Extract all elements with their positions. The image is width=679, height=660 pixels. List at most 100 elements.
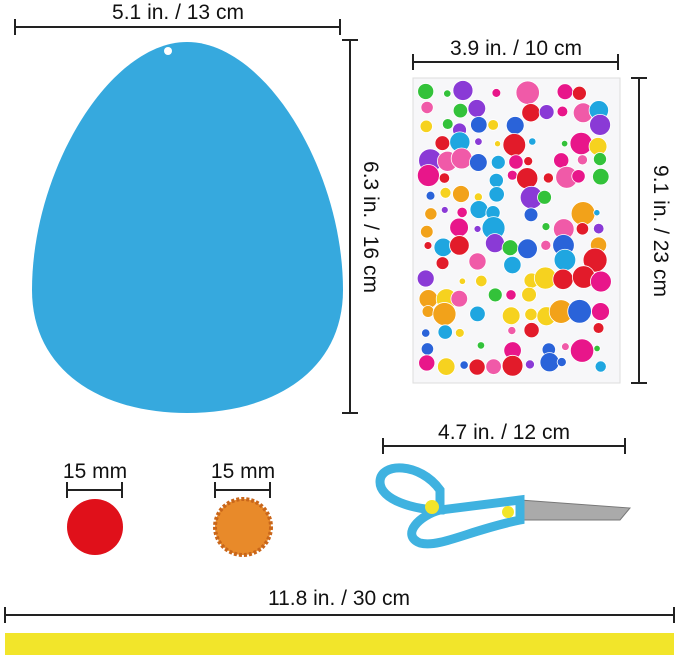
egg-hole bbox=[164, 47, 172, 55]
gem-sticker bbox=[473, 225, 482, 233]
scissors-length-label: 4.7 in. / 12 cm bbox=[438, 421, 570, 444]
scissors bbox=[375, 463, 632, 549]
gem-sticker bbox=[556, 105, 569, 118]
sticker-width-line bbox=[412, 54, 619, 70]
scissors-blade bbox=[519, 499, 632, 521]
gem-sticker bbox=[434, 135, 451, 151]
gem-sticker bbox=[561, 342, 570, 351]
gem-sticker bbox=[441, 118, 454, 130]
gem-sticker bbox=[418, 354, 436, 372]
gem-sticker bbox=[443, 89, 452, 98]
scissors-handle-top bbox=[375, 463, 445, 515]
gem-sticker bbox=[437, 324, 453, 340]
gem-sticker bbox=[423, 241, 433, 250]
scissors-line bbox=[382, 438, 626, 454]
gem-sticker bbox=[521, 286, 537, 303]
gem-sticker bbox=[458, 277, 467, 285]
gem-sticker bbox=[537, 189, 552, 205]
gem-sticker bbox=[437, 357, 456, 376]
strip-length-label: 11.8 in. / 30 cm bbox=[267, 587, 411, 610]
gem-sticker bbox=[432, 302, 457, 326]
gem-sticker bbox=[524, 359, 535, 370]
gem-sticker bbox=[524, 307, 538, 322]
gem-sticker bbox=[567, 299, 592, 324]
gem-sticker bbox=[593, 344, 601, 353]
gem-sticker bbox=[419, 119, 433, 133]
gem-sticker bbox=[424, 207, 438, 221]
gem-sticker bbox=[449, 217, 469, 238]
gem-sticker bbox=[521, 103, 541, 123]
gem-sticker bbox=[494, 140, 502, 148]
pompom-red-label: 15 mm bbox=[62, 460, 128, 483]
gem-sticker bbox=[487, 119, 499, 131]
strip-line bbox=[4, 607, 675, 623]
gem-sticker bbox=[553, 152, 570, 169]
gem-sticker bbox=[454, 328, 465, 338]
gem-sticker bbox=[450, 147, 473, 170]
gem-sticker bbox=[501, 306, 521, 326]
gem-sticker bbox=[523, 322, 540, 339]
gem-sticker bbox=[452, 80, 474, 101]
gem-sticker bbox=[438, 172, 451, 184]
gem-sticker bbox=[488, 172, 504, 188]
gem-sticker bbox=[485, 358, 502, 375]
gem-sticker bbox=[592, 322, 605, 334]
sticker-height-line bbox=[631, 77, 647, 384]
paper-egg bbox=[32, 42, 343, 413]
gem-sticker bbox=[449, 235, 470, 256]
gem-sticker bbox=[467, 99, 487, 118]
gem-sticker bbox=[487, 287, 503, 303]
gem-sticker bbox=[589, 113, 611, 136]
pompom-orange-line bbox=[214, 482, 271, 498]
gem-sticker bbox=[452, 185, 470, 203]
scissors-handle-bottom bbox=[407, 494, 525, 549]
gem-sticker bbox=[582, 247, 608, 273]
gem-sticker bbox=[571, 169, 586, 184]
gem-sticker bbox=[592, 222, 605, 235]
gem-sticker bbox=[501, 239, 519, 257]
gem-sticker bbox=[452, 102, 469, 119]
gem-sticker bbox=[473, 192, 483, 202]
gem-sticker bbox=[506, 169, 518, 181]
gem-sticker bbox=[425, 190, 436, 201]
gem-sticker bbox=[420, 342, 435, 356]
egg-height-line bbox=[342, 39, 358, 414]
gem-sticker bbox=[503, 255, 522, 275]
gem-sticker bbox=[552, 268, 574, 290]
gem-sticker bbox=[571, 85, 587, 101]
gem-sticker bbox=[556, 357, 567, 368]
gem-sticker bbox=[569, 338, 595, 363]
gem-sticker bbox=[516, 167, 539, 190]
gem-sticker bbox=[435, 256, 450, 270]
gem-sticker bbox=[528, 137, 537, 146]
gem-sticker bbox=[469, 305, 486, 323]
gem-sticker bbox=[420, 224, 434, 239]
gem-sticker bbox=[469, 153, 488, 172]
gem-sticker bbox=[593, 152, 607, 167]
gem-sticker bbox=[508, 154, 524, 170]
gem-stickers bbox=[416, 80, 612, 377]
sticker-width-label: 3.9 in. / 10 cm bbox=[450, 37, 582, 60]
gem-sticker bbox=[440, 206, 449, 214]
gem-sticker bbox=[491, 88, 502, 98]
gem-sticker bbox=[538, 104, 555, 120]
gem-sticker bbox=[421, 305, 435, 318]
gem-sticker bbox=[488, 186, 505, 203]
gem-sticker bbox=[517, 238, 538, 260]
egg-width-line bbox=[14, 19, 341, 35]
gem-sticker bbox=[470, 116, 488, 134]
gem-sticker bbox=[469, 200, 489, 219]
gem-sticker bbox=[515, 80, 540, 105]
gem-sticker bbox=[468, 252, 487, 271]
dimension-lines bbox=[4, 19, 675, 623]
gem-sticker bbox=[490, 154, 506, 170]
gem-sticker bbox=[569, 131, 593, 156]
gem-sticker bbox=[502, 133, 527, 157]
scissors-pivot bbox=[425, 500, 439, 514]
gem-sticker bbox=[450, 289, 469, 308]
gem-sticker bbox=[570, 201, 596, 226]
gem-sticker bbox=[468, 358, 486, 376]
gem-sticker bbox=[416, 269, 435, 288]
gem-sticker bbox=[542, 172, 554, 184]
